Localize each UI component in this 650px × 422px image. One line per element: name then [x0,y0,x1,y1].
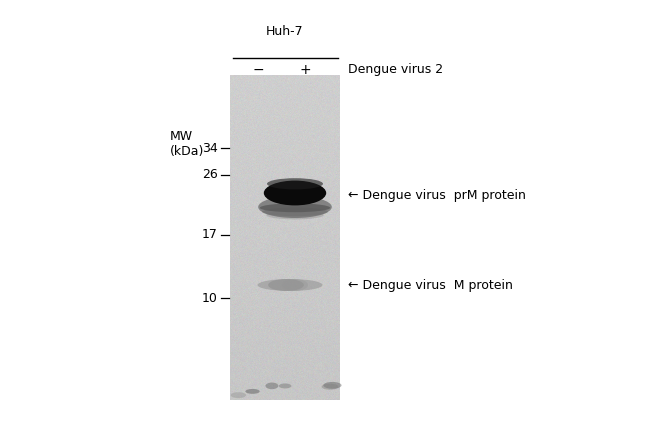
Ellipse shape [322,384,339,390]
Ellipse shape [266,211,324,219]
Text: MW
(kDa): MW (kDa) [170,130,204,158]
Text: +: + [299,63,311,77]
Ellipse shape [231,392,246,398]
Text: Dengue virus 2: Dengue virus 2 [348,63,443,76]
Ellipse shape [260,203,330,212]
Text: −: − [252,63,264,77]
Ellipse shape [264,181,326,206]
Text: ← Dengue virus  prM protein: ← Dengue virus prM protein [348,189,526,201]
Ellipse shape [262,207,328,216]
Text: Huh-7: Huh-7 [266,25,304,38]
Ellipse shape [265,382,278,389]
Ellipse shape [245,389,260,394]
Text: ← Dengue virus  M protein: ← Dengue virus M protein [348,279,513,292]
Ellipse shape [258,196,332,218]
Ellipse shape [279,384,291,388]
Ellipse shape [282,279,308,291]
Text: 26: 26 [202,168,218,181]
Text: 17: 17 [202,228,218,241]
Ellipse shape [323,382,341,389]
Text: 34: 34 [202,141,218,154]
Ellipse shape [268,279,304,291]
Ellipse shape [257,279,322,291]
Text: 10: 10 [202,292,218,305]
Ellipse shape [267,178,323,189]
